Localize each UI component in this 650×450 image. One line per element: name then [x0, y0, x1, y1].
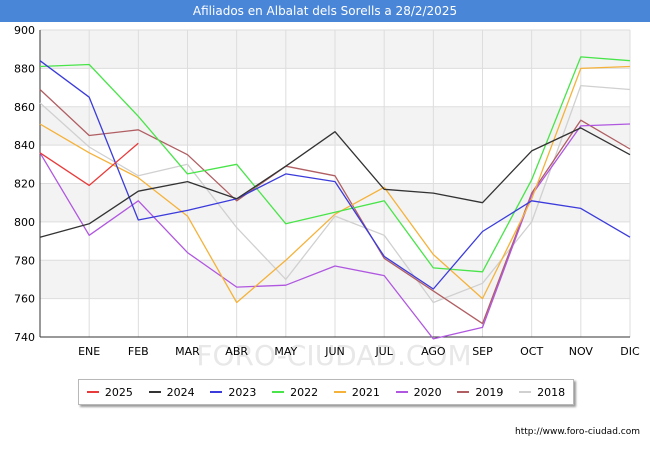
legend-item-2022: 2022 [272, 386, 318, 399]
series-line-2023 [39, 60, 631, 290]
x-tick-label: JUN [324, 345, 345, 358]
series-line-2019 [39, 89, 631, 325]
legend-label: 2021 [351, 385, 380, 399]
x-tick-label: SEP [472, 345, 493, 358]
legend-label: 2020 [413, 385, 442, 399]
series-lines [39, 56, 631, 340]
legend-swatch [395, 391, 408, 393]
x-tick-label: MAR [175, 345, 200, 358]
legend-swatch [457, 391, 470, 393]
series-line-2022 [39, 56, 631, 273]
legend-label: 2018 [537, 385, 566, 399]
axis-ticks: 740 760 780 800 820 840 860 880 900 ENE FEB MAR ABR M… [14, 24, 640, 358]
legend: 2025 2024 2023 2022 2021 2020 2019 2018 [78, 379, 574, 405]
x-tick-label: NOV [569, 345, 594, 358]
y-tick-label: 880 [14, 62, 35, 75]
series-line-2024 [39, 127, 631, 238]
x-tick-label: DIC [620, 345, 640, 358]
legend-label: 2019 [475, 385, 504, 399]
source-url[interactable]: http://www.foro-ciudad.com [515, 427, 640, 437]
legend-swatch [272, 391, 285, 393]
y-tick-label: 800 [14, 216, 35, 229]
y-tick-label: 760 [14, 293, 35, 306]
legend-item-2018: 2018 [519, 386, 565, 399]
x-tick-label: FEB [128, 345, 149, 358]
series-line-2021 [39, 65, 631, 304]
legend-item-2020: 2020 [395, 385, 442, 399]
x-tick-label: JUL [374, 345, 393, 358]
y-tick-label: 900 [14, 24, 35, 37]
legend-label: 2025 [104, 385, 133, 399]
plot-axes [39, 30, 630, 338]
legend-label: 2023 [228, 385, 257, 399]
legend-swatch [519, 391, 532, 393]
series-line-2020 [39, 123, 631, 340]
legend-swatch [210, 391, 223, 393]
chart-title: Afiliados en Albalat dels Sorells a 28/2… [0, 0, 650, 22]
x-tick-label: ENE [78, 345, 100, 358]
series-line-2025 [39, 142, 139, 187]
legend-item-2024: 2024 [148, 385, 195, 399]
legend-label: 2024 [166, 385, 195, 399]
y-tick-label: 860 [14, 101, 35, 114]
legend-item-2023: 2023 [210, 386, 256, 399]
watermark: FORO-CIUDAD.COM [196, 339, 471, 372]
x-tick-label: AGO [421, 345, 446, 358]
legend-item-2021: 2021 [333, 385, 380, 399]
legend-swatch [86, 391, 99, 393]
legend-swatch [148, 391, 161, 393]
legend-swatch [333, 391, 346, 393]
y-tick-label: 820 [14, 178, 35, 191]
legend-item-2019: 2019 [457, 386, 503, 399]
x-tick-label: MAY [274, 345, 297, 358]
x-tick-label: OCT [520, 345, 543, 358]
y-tick-label: 740 [14, 331, 35, 344]
series-line-2018 [39, 84, 631, 304]
y-tick-label: 840 [14, 139, 35, 152]
legend-item-2025: 2025 [86, 385, 133, 399]
y-tick-label: 780 [14, 254, 35, 267]
legend-label: 2022 [290, 385, 319, 399]
x-tick-label: ABR [225, 345, 248, 358]
